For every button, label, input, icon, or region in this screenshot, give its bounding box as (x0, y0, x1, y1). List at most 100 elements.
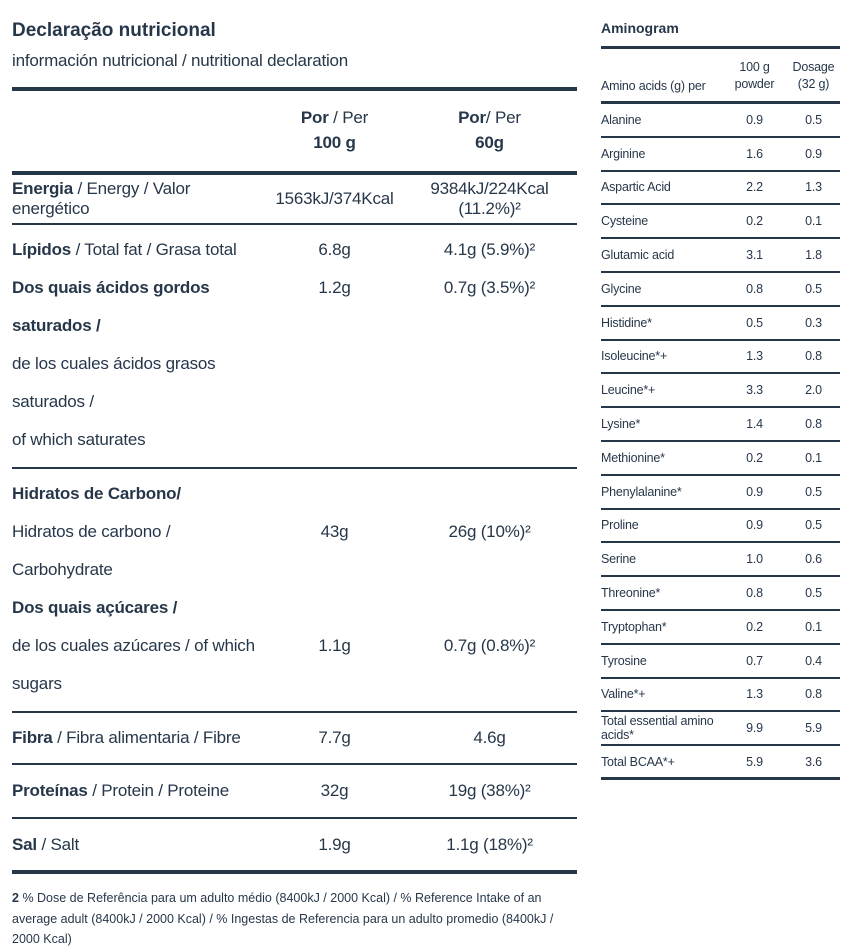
table-row: Serine 1.0 0.6 (601, 543, 840, 578)
sugars-label-line1: Dos quais açúcares / (12, 589, 267, 627)
nutrition-header-row: Por / Per 100 g Por/ Per 60g (12, 91, 577, 175)
per-label-bold: Por (458, 108, 486, 127)
sugars-value-100g: 1.1g (318, 636, 351, 655)
column-header-per-100g: Por / Per 100 g (267, 105, 402, 155)
amino-dosage-value: 1.3 (805, 180, 822, 195)
column-header-per-60g: Por/ Per 60g (402, 105, 577, 155)
amino-dosage-value: 0.8 (805, 687, 822, 702)
footnote-text: % Dose de Referência para um adulto médi… (12, 891, 554, 947)
table-row: Isoleucine*+ 1.3 0.8 (601, 341, 840, 375)
powder-header-line1: 100 g (739, 60, 770, 74)
table-row: Aspartic Acid 2.2 1.3 (601, 172, 840, 206)
amino-per-100g-value: 1.4 (746, 417, 763, 432)
fat-values-60g: 4.1g (5.9%)² 0.7g (3.5%)² (402, 231, 577, 459)
amino-acid-name: Glycine (601, 281, 642, 296)
amino-acids-column-header: Amino acids (g) per (601, 79, 706, 93)
fat-values-100g: 6.8g 1.2g (267, 231, 402, 459)
fat-label-line4: of which saturates (12, 421, 267, 459)
amino-dosage-value: 5.9 (805, 721, 822, 736)
nutrition-subtitle: información nutricional / nutritional de… (12, 51, 349, 70)
amino-acid-name: Total BCAA*+ (601, 754, 675, 769)
fat-label-line2: Dos quais ácidos gordos saturados / (12, 269, 267, 345)
sugars-value-60g: 0.7g (0.8%)² (443, 636, 536, 655)
aminogram-rows: Alanine 0.9 0.5 Arginine 1.6 0.9 Aspartic Acid… (601, 104, 840, 780)
table-row: Glutamic acid 3.1 1.8 (601, 239, 840, 273)
amino-per-100g-value: 0.9 (746, 518, 763, 533)
protein-label-regular: / Protein / Proteine (87, 781, 229, 800)
fat-total-60g: 4.1g (5.9%)² (443, 240, 536, 259)
fat-labels: Lípidos / Total fat / Grasa total Dos qu… (12, 231, 267, 459)
dosage-column-header: Dosage (32 g) (787, 59, 840, 93)
amino-dosage-value: 2.0 (805, 383, 822, 398)
per-label-regular: / Per (328, 108, 369, 127)
amino-per-100g-value: 5.9 (746, 754, 763, 769)
amino-per-100g-value: 0.2 (746, 450, 763, 465)
fat-label-line3: de los cuales ácidos grasos saturados / (12, 345, 267, 421)
table-row: Phenylalanine* 0.9 0.5 (601, 476, 840, 510)
amino-acid-name: Aspartic Acid (601, 180, 671, 195)
amino-acid-name: Alanine (601, 112, 642, 127)
amino-dosage-value: 0.4 (805, 653, 822, 668)
carb-group-sugars: Dos quais açúcares / de los cuales azúca… (12, 589, 577, 703)
per-label-bold: Por (300, 108, 329, 127)
row-salt: Sal / Salt 1.9g 1.1g (18%)² (12, 819, 577, 874)
footnote-marker: 2 (12, 891, 19, 905)
row-protein: Proteínas / Protein / Proteine 32g 19g (… (12, 765, 577, 819)
amino-dosage-value: 0.3 (805, 315, 822, 330)
amino-dosage-value: 0.1 (805, 450, 822, 465)
section-fat: Lípidos / Total fat / Grasa total Dos qu… (12, 225, 577, 469)
carb-value-60g: 26g (10%)² (448, 522, 531, 541)
salt-value-100g: 1.9g (318, 834, 351, 854)
amino-acid-name: Histidine* (601, 315, 652, 330)
carb-label-line2: Hidratos de carbono / Carbohydrate (12, 513, 267, 589)
fat-total-100g: 6.8g (318, 240, 351, 259)
sugars-label-regular: de los cuales azúcares / of which sugars (12, 636, 255, 693)
amino-acid-name: Serine (601, 552, 636, 567)
amino-per-100g-value: 1.3 (746, 687, 763, 702)
per-60g-amount: 60g (475, 133, 504, 152)
amino-dosage-value: 0.1 (805, 214, 822, 229)
amino-acid-name: Glutamic acid (601, 248, 675, 263)
aminogram-header-row: Amino acids (g) per 100 g powder Dosage … (601, 49, 840, 104)
table-row: Leucine*+ 3.3 2.0 (601, 374, 840, 409)
section-carbohydrate: Hidratos de Carbono/ Hidratos de carbono… (12, 469, 577, 713)
table-row: Valine*+ 1.3 0.8 (601, 679, 840, 713)
fibre-value-100g: 7.7g (318, 728, 351, 747)
table-row: Cysteine 0.2 0.1 (601, 205, 840, 240)
amino-acid-name: Phenylalanine* (601, 484, 682, 499)
energy-label-regular: / Energy / Valor energético (12, 179, 191, 218)
nutrition-table: Por / Per 100 g Por/ Per 60g Energia / E… (12, 87, 577, 874)
amino-dosage-value: 0.5 (805, 112, 822, 127)
energy-value-100g: 1563kJ/374Kcal (275, 189, 394, 208)
carb-value-100g: 43g (320, 522, 349, 541)
amino-acid-name: Threonine* (601, 586, 661, 601)
amino-per-100g-value: 1.0 (746, 552, 763, 567)
amino-per-100g-value: 0.9 (746, 112, 763, 127)
sugars-labels: Dos quais açúcares / de los cuales azúca… (12, 589, 267, 703)
amino-per-100g-value: 3.1 (746, 248, 763, 263)
protein-label: Proteínas / Protein / Proteine (12, 781, 267, 801)
amino-acid-name: Proline (601, 518, 639, 533)
amino-dosage-value: 0.8 (805, 349, 822, 364)
salt-label: Sal / Salt (12, 835, 267, 855)
table-row: Proline 0.9 0.5 (601, 510, 840, 544)
amino-dosage-value: 0.5 (805, 586, 822, 601)
amino-acid-name: Leucine*+ (601, 383, 656, 398)
dosage-header-line2: (32 g) (797, 77, 830, 91)
powder-column-header: 100 g powder (722, 59, 787, 93)
amino-per-100g-value: 2.2 (746, 180, 763, 195)
saturates-label-es: de los cuales ácidos grasos saturados / (12, 354, 216, 411)
header-spacer (12, 105, 267, 155)
table-row: Threonine* 0.8 0.5 (601, 577, 840, 611)
amino-dosage-value: 0.6 (805, 552, 822, 567)
dosage-header-line1: Dosage (792, 60, 835, 74)
amino-per-100g-value: 3.3 (746, 383, 763, 398)
amino-per-100g-value: 0.7 (746, 653, 763, 668)
sugars-label-bold: Dos quais açúcares / (12, 598, 178, 617)
fat-sat-100g: 1.2g (318, 278, 351, 297)
saturates-label-bold: Dos quais ácidos gordos saturados / (12, 278, 210, 335)
amino-dosage-value: 0.5 (805, 484, 822, 499)
carb-label-bold: Hidratos de Carbono/ (12, 484, 181, 503)
table-row: Glycine 0.8 0.5 (601, 273, 840, 307)
